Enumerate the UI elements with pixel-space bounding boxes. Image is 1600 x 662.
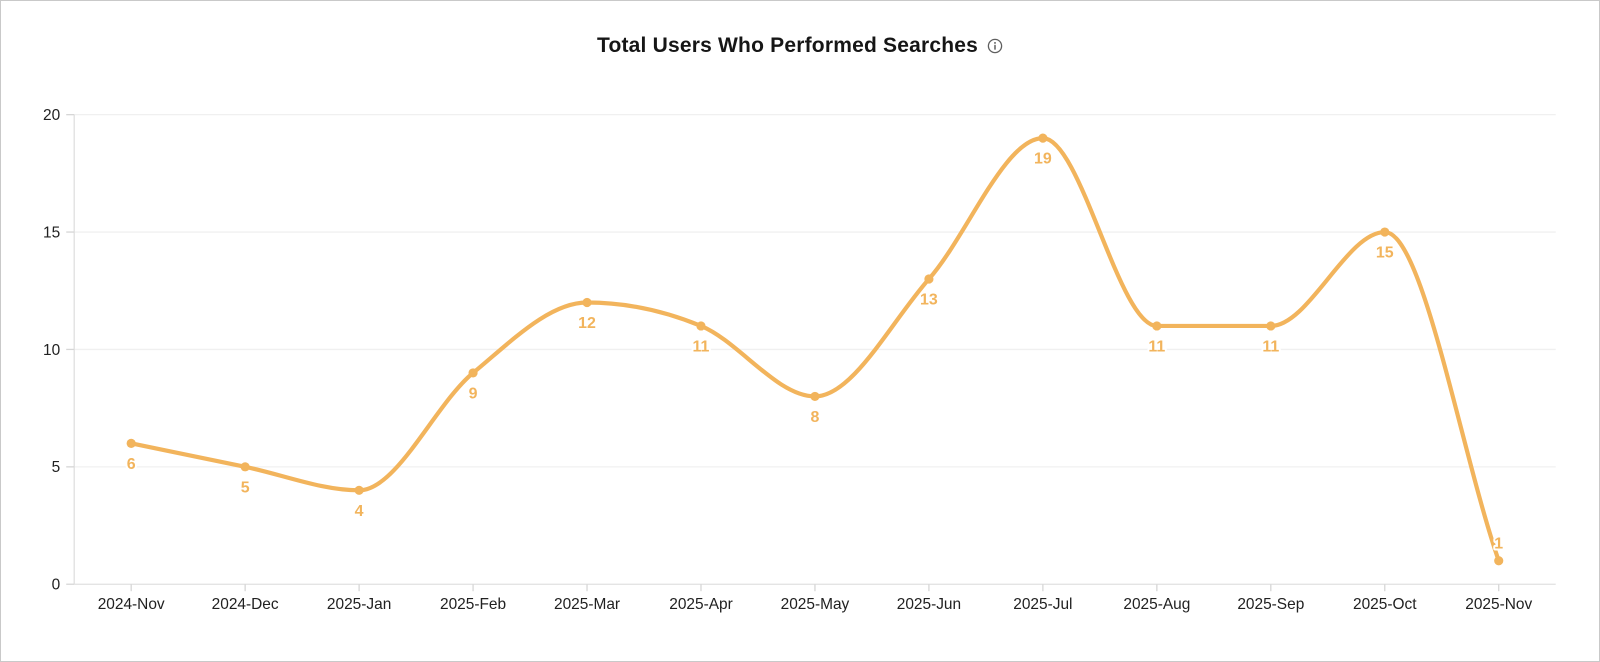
x-axis-label: 2025-Sep [1237,596,1304,613]
x-axis-label: 2025-May [781,596,850,613]
data-point[interactable] [1266,321,1276,331]
data-point[interactable] [1152,321,1162,331]
x-axis-label: 2025-Jan [327,596,391,613]
data-point[interactable] [354,485,364,495]
data-point[interactable] [126,438,136,448]
chart-header: Total Users Who Performed Searches [1,34,1599,60]
data-point[interactable] [924,274,934,284]
x-axis-label: 2024-Dec [212,596,279,613]
data-label: 11 [1148,338,1165,355]
x-axis-label: 2025-Jul [1013,596,1072,613]
data-label: 11 [1262,338,1279,355]
x-axis-label: 2025-Mar [554,596,620,613]
x-axis-label: 2025-Jun [897,596,961,613]
y-axis-label: 20 [43,107,60,124]
data-label: 12 [578,315,596,332]
data-point[interactable] [810,391,820,401]
data-point[interactable] [696,321,706,331]
y-axis-label: 5 [52,459,61,476]
data-label: 4 [355,503,364,520]
y-axis-label: 10 [43,342,60,359]
chart-title: Total Users Who Performed Searches [596,34,979,57]
data-label: 6 [127,456,136,473]
x-axis-label: 2024-Nov [98,596,165,613]
data-point[interactable] [1494,556,1504,566]
data-labels: 6 5 4 9 12 11 8 13 19 11 11 15 1 [125,149,1506,555]
data-label: 8 [811,409,820,426]
y-axis-labels: 0 5 10 15 20 [43,107,60,594]
data-point[interactable] [1380,227,1390,237]
info-icon[interactable] [987,36,1003,60]
data-label: 5 [241,479,250,496]
data-label: 9 [469,385,478,402]
x-axis-label: 2025-Nov [1465,596,1532,613]
x-axis-label: 2025-Oct [1353,596,1417,613]
x-axis-label: 2025-Aug [1123,596,1190,613]
series-line [129,136,1501,563]
gridlines [74,114,1556,468]
axis-ticks [66,114,1500,592]
data-point[interactable] [582,297,592,308]
x-axis-label: 2025-Apr [669,596,733,613]
x-axis-labels: 2024-Nov 2024-Dec 2025-Jan 2025-Feb 2025-Mar… [98,596,1533,613]
data-point[interactable] [240,462,250,472]
x-axis-label: 2025-Feb [440,596,506,613]
y-axis-label: 0 [52,577,61,594]
data-label: 11 [693,338,710,355]
data-point[interactable] [1038,133,1048,143]
data-label: 1 [1494,535,1503,552]
data-points [126,133,1504,566]
data-label: 19 [1034,151,1052,168]
data-point[interactable] [468,368,478,378]
data-label: 13 [920,292,938,309]
data-label: 15 [1376,245,1394,262]
y-axis-label: 15 [43,224,60,241]
